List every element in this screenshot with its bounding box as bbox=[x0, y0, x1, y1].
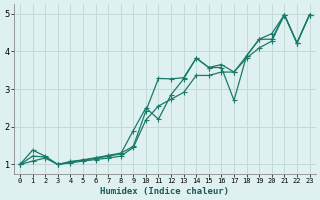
X-axis label: Humidex (Indice chaleur): Humidex (Indice chaleur) bbox=[100, 187, 229, 196]
